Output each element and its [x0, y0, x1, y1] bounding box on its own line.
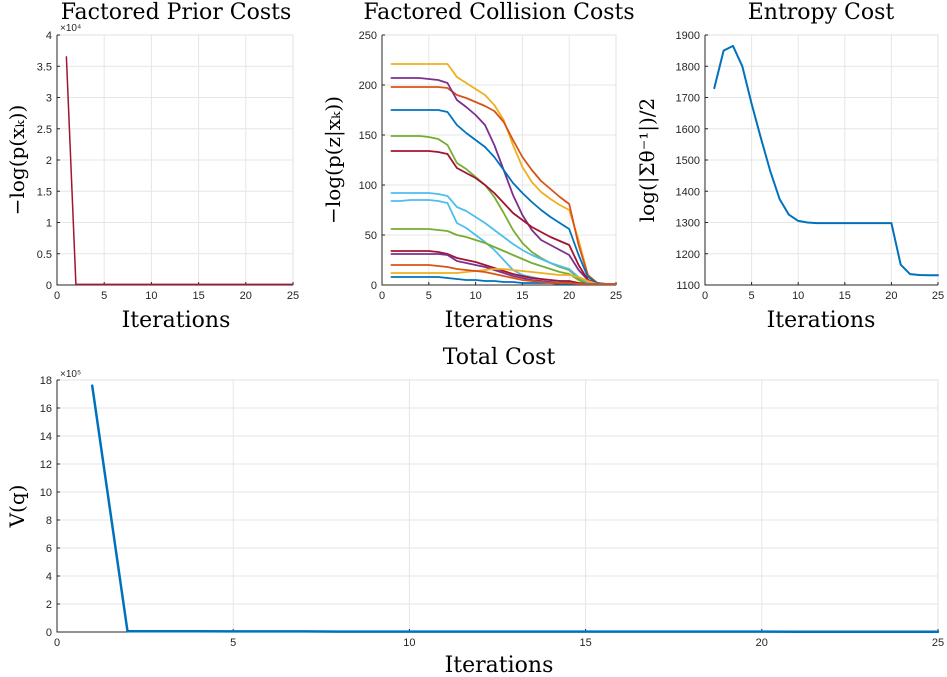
series-line-total — [90, 384, 940, 633]
x-tick-label: 25 — [932, 290, 944, 302]
x-axis-label: Iterations — [122, 308, 231, 333]
y-tick-label: 250 — [359, 30, 377, 42]
x-tick-label: 10 — [469, 290, 481, 302]
y-tick-label: 1300 — [676, 218, 700, 230]
y-tick-label: 8 — [46, 515, 52, 527]
y-tick-label: 0 — [371, 280, 377, 292]
x-tick-label: 20 — [240, 290, 252, 302]
x-tick-label: 10 — [145, 290, 157, 302]
x-tick-label: 0 — [379, 290, 385, 302]
x-tick-label: 25 — [287, 290, 299, 302]
y-tick-label: 1900 — [676, 30, 700, 42]
y-tick-label: 1100 — [676, 280, 700, 292]
y-tick-label: 16 — [40, 403, 52, 415]
axes — [704, 35, 938, 286]
x-tick-label: 0 — [54, 637, 60, 649]
x-tick-label: 5 — [426, 290, 432, 302]
x-tick-label: 0 — [54, 290, 60, 302]
series-line-s6 — [390, 150, 617, 285]
y-tick-label: 14 — [40, 431, 52, 443]
panel-total-cost: Total Cost 0 5 10 15 20 25 0 2 4 6 8 10 12 14 16 18 ×10… — [5, 345, 944, 677]
y-axis-label: −log(p(z|xₖ)) — [321, 96, 346, 224]
y-tick-label: 1700 — [676, 93, 700, 105]
y-tick-label: 0 — [46, 627, 52, 639]
y-tick-label: 6 — [46, 543, 52, 555]
y-tick-label: 3 — [46, 93, 52, 105]
y-tick-label: 12 — [40, 459, 52, 471]
y-tick-label: 0 — [46, 280, 52, 292]
series-line-s10 — [390, 250, 617, 285]
x-axis-label: Iterations — [445, 308, 554, 333]
y-tick-label: 1200 — [676, 249, 700, 261]
chart-title: Factored Collision Costs — [363, 0, 634, 25]
panel-entropy-cost: Entropy Cost 0 5 10 15 20 25 1100 1200 1300 1400 1… — [635, 0, 944, 333]
y-tick-label: 10 — [40, 487, 52, 499]
y-axis-label: V(q) — [5, 485, 29, 529]
x-axis-label: Iterations — [767, 308, 876, 333]
x-tick-label: 25 — [932, 637, 944, 649]
y-tick-label: 200 — [359, 80, 377, 92]
y-tick-label: 2.5 — [37, 124, 52, 136]
x-tick-label: 25 — [610, 290, 622, 302]
exponent-label: ×10⁵ — [60, 369, 81, 380]
x-tick-label: 15 — [516, 290, 528, 302]
y-axis-label: log(|Σθ⁻¹|)/2 — [635, 98, 660, 223]
y-tick-label: 0.5 — [37, 249, 52, 261]
series-line-prior — [65, 56, 294, 286]
x-tick-label: 20 — [563, 290, 575, 302]
y-tick-label: 50 — [365, 230, 377, 242]
x-axis-label: Iterations — [445, 653, 554, 677]
x-tick-label: 0 — [702, 290, 708, 302]
x-tick-label: 15 — [839, 290, 851, 302]
x-tick-label: 10 — [792, 290, 804, 302]
y-tick-label: 1 — [46, 218, 52, 230]
y-tick-label: 150 — [359, 130, 377, 142]
x-tick-label: 5 — [749, 290, 755, 302]
series-line-s1 — [390, 63, 617, 285]
series-line-s4 — [390, 109, 617, 285]
x-tick-label: 20 — [756, 637, 768, 649]
y-tick-label: 100 — [359, 180, 377, 192]
y-tick-label: 3.5 — [37, 61, 52, 73]
x-tick-label: 20 — [885, 290, 897, 302]
x-tick-label: 5 — [230, 637, 236, 649]
chart-title: Factored Prior Costs — [61, 0, 292, 25]
axes — [56, 380, 938, 633]
y-axis-label: −log(p(xₖ)) — [5, 105, 29, 216]
y-tick-label: 4 — [46, 571, 52, 583]
y-tick-label: 2 — [46, 599, 52, 611]
axes — [381, 35, 616, 286]
y-tick-label: 2 — [46, 155, 52, 167]
panel-collision-costs: Factored Collision Costs 0 5 10 15 20 2505010… — [321, 0, 635, 333]
chart-title: Total Cost — [443, 345, 556, 370]
x-tick-label: 10 — [403, 637, 415, 649]
panel-prior-costs: Factored Prior Costs 0 5 10 15 20 25 0 0.5 1 1.5 2… — [5, 0, 299, 333]
series-line-entropy — [713, 44, 939, 277]
series-line-s9 — [390, 228, 617, 285]
y-tick-label: 1600 — [676, 124, 700, 136]
y-tick-label: 18 — [40, 375, 52, 387]
y-tick-label: 1800 — [676, 61, 700, 73]
series-line-s12 — [390, 268, 617, 285]
chart-title: Entropy Cost — [748, 0, 895, 25]
x-tick-label: 5 — [101, 290, 107, 302]
y-tick-label: 1500 — [676, 155, 700, 167]
y-tick-label: 4 — [46, 30, 52, 42]
y-tick-label: 1400 — [676, 186, 700, 198]
series-line-s2 — [390, 86, 617, 285]
x-tick-label: 15 — [192, 290, 204, 302]
series-line-s14 — [390, 264, 617, 285]
y-tick-label: 1.5 — [37, 186, 52, 198]
x-tick-label: 15 — [579, 637, 591, 649]
exponent-label: ×10⁴ — [60, 23, 81, 34]
